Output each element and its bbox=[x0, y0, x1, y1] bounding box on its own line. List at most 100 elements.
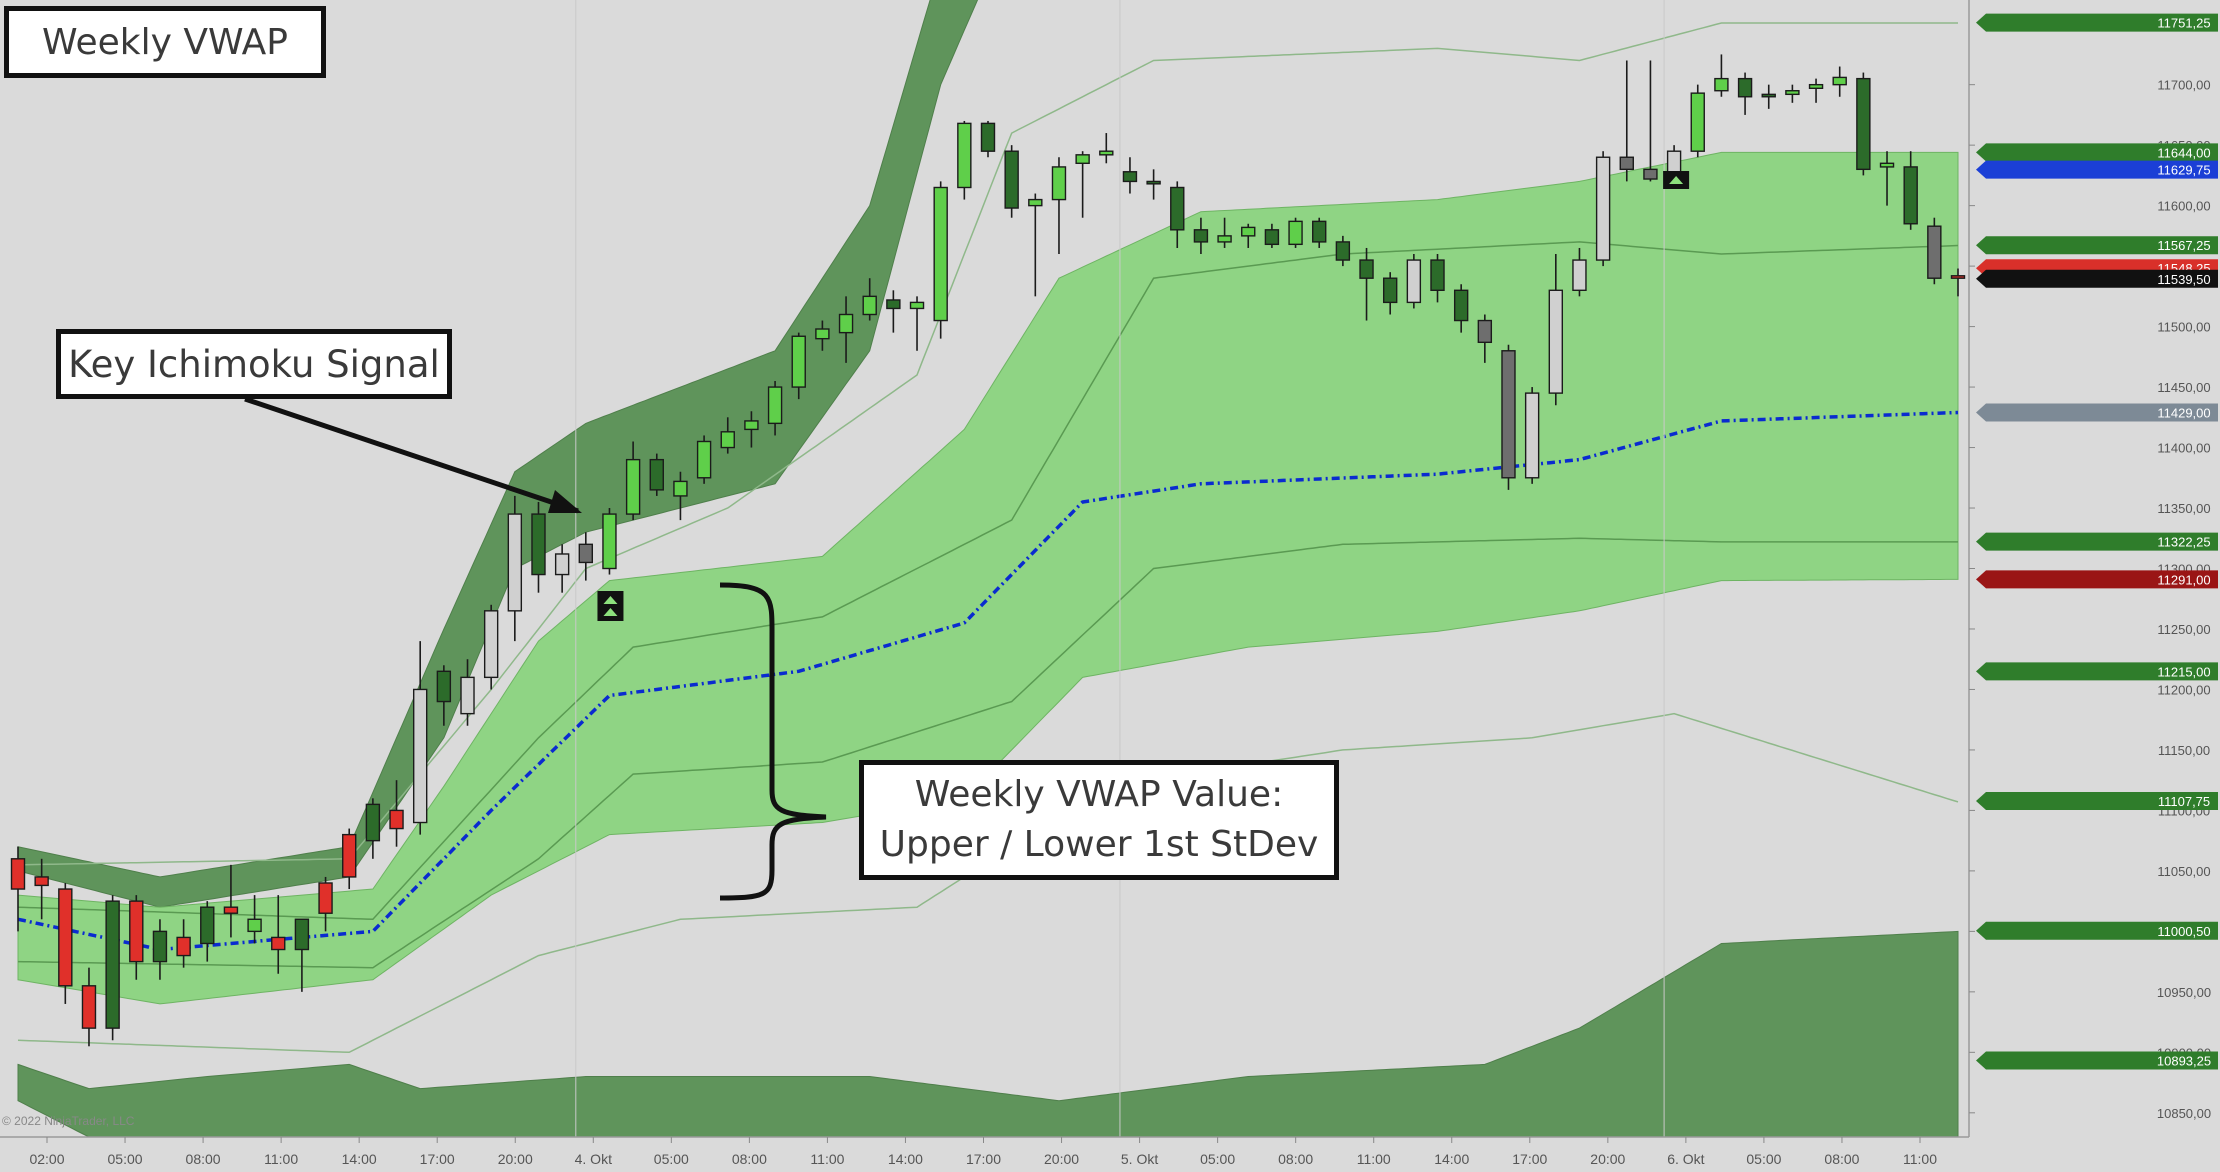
candle-body bbox=[1903, 166, 1918, 225]
x-tick-label: 08:00 bbox=[732, 1151, 767, 1167]
candle-body bbox=[862, 295, 877, 316]
title-callout: Weekly VWAP bbox=[4, 6, 326, 78]
candle bbox=[578, 532, 594, 581]
candle-body bbox=[980, 122, 996, 152]
candle bbox=[152, 919, 168, 980]
candle-body bbox=[1690, 92, 1705, 152]
vwap-callout-line2: Upper / Lower 1st StDev bbox=[879, 824, 1319, 865]
candle bbox=[365, 798, 381, 859]
candle-body bbox=[696, 440, 712, 479]
candle-body bbox=[1737, 77, 1753, 98]
price-marker-label: 11107,75 bbox=[2158, 794, 2210, 809]
candle bbox=[271, 895, 286, 974]
y-tick-label: 11150,00 bbox=[2158, 743, 2210, 758]
candle bbox=[933, 181, 948, 339]
x-tick-label: 05:00 bbox=[1746, 1151, 1781, 1167]
x-tick-label: 11:00 bbox=[1903, 1151, 1937, 1167]
price-marker-label: 11429,00 bbox=[2157, 405, 2210, 420]
price-marker: 11215,00 bbox=[1976, 662, 2218, 681]
price-marker-label: 11539,50 bbox=[2157, 272, 2210, 287]
candle-body bbox=[649, 458, 664, 491]
y-tick-label: 11500,00 bbox=[2157, 320, 2210, 335]
candle bbox=[1524, 387, 1540, 484]
candle-body bbox=[1927, 225, 1942, 279]
candle-body bbox=[1170, 186, 1185, 231]
candle-body bbox=[34, 876, 49, 887]
y-tick-label: 11350,00 bbox=[2157, 501, 2210, 516]
candle bbox=[247, 895, 262, 944]
price-marker: 11567,25 bbox=[1976, 236, 2218, 255]
candle bbox=[1146, 169, 1161, 200]
candle bbox=[625, 441, 641, 521]
price-marker-label: 11000,50 bbox=[2157, 924, 2210, 939]
candle-body bbox=[247, 918, 262, 933]
candle-body bbox=[271, 936, 286, 951]
grid-lines bbox=[575, 0, 1665, 1137]
candle bbox=[1737, 72, 1753, 115]
candle bbox=[1430, 254, 1445, 303]
x-tick-label: 6. Okt bbox=[1667, 1151, 1704, 1167]
candle bbox=[1264, 223, 1280, 248]
price-marker: 11644,00 bbox=[1976, 143, 2218, 162]
candle bbox=[1927, 217, 1942, 285]
candle bbox=[1832, 66, 1847, 97]
candle bbox=[223, 864, 239, 938]
candle-body bbox=[342, 833, 357, 878]
candle bbox=[1714, 54, 1729, 97]
candle-body bbox=[602, 513, 617, 570]
candle bbox=[791, 332, 806, 400]
x-tick-label: 5. Okt bbox=[1121, 1151, 1158, 1167]
candle bbox=[294, 918, 310, 992]
candle-body bbox=[1856, 77, 1871, 171]
candle bbox=[176, 919, 191, 968]
candle bbox=[1099, 133, 1114, 164]
candle-body bbox=[1477, 319, 1493, 344]
y-tick-label: 11700,00 bbox=[2157, 78, 2210, 93]
candle-body bbox=[1619, 156, 1634, 171]
candle-body bbox=[1099, 150, 1114, 156]
candle bbox=[1241, 223, 1256, 248]
x-tick-label: 02:00 bbox=[29, 1151, 64, 1167]
price-marker-label: 11291,00 bbox=[2157, 572, 2210, 587]
price-marker: 11322,25 bbox=[1976, 532, 2218, 551]
candle bbox=[1193, 217, 1209, 255]
candle bbox=[1312, 217, 1327, 248]
candle-body bbox=[1950, 275, 1966, 279]
candle-body bbox=[223, 906, 239, 914]
y-tick-label: 11450,00 bbox=[2157, 380, 2210, 395]
candle bbox=[1453, 284, 1469, 333]
x-tick-label: 05:00 bbox=[654, 1151, 689, 1167]
candle bbox=[1170, 181, 1185, 248]
candle-body bbox=[673, 480, 688, 497]
candle bbox=[1382, 272, 1398, 315]
price-marker: 11751,25 bbox=[1976, 13, 2218, 32]
candle-body bbox=[744, 420, 759, 431]
vwap-callout: Weekly VWAP Value: Upper / Lower 1st StD… bbox=[859, 760, 1339, 880]
candle bbox=[980, 120, 996, 158]
candle bbox=[531, 501, 546, 593]
candle-body bbox=[1572, 259, 1587, 291]
x-tick-label: 11:00 bbox=[1357, 1151, 1391, 1167]
candle bbox=[673, 471, 688, 521]
signal-arrow-line bbox=[244, 396, 579, 514]
price-marker: 11629,75 bbox=[1976, 160, 2218, 179]
candle-body bbox=[412, 688, 428, 824]
candle-body bbox=[1264, 229, 1280, 246]
candles bbox=[10, 54, 1966, 1047]
x-tick-label: 20:00 bbox=[1590, 1151, 1625, 1167]
candle-body bbox=[838, 313, 854, 334]
candle bbox=[1217, 217, 1232, 248]
candle bbox=[1690, 84, 1705, 158]
candle-body bbox=[886, 299, 901, 310]
candle bbox=[1785, 84, 1800, 103]
price-marker: 11429,00 bbox=[1976, 403, 2218, 422]
candle-body bbox=[957, 122, 972, 189]
x-tick-label: 08:00 bbox=[186, 1151, 221, 1167]
candle bbox=[318, 876, 333, 932]
candle bbox=[1501, 344, 1516, 490]
candle bbox=[744, 411, 759, 448]
candle bbox=[1004, 145, 1019, 218]
x-tick-label: 4. Okt bbox=[575, 1151, 612, 1167]
signal-marker-icon bbox=[1663, 171, 1690, 189]
